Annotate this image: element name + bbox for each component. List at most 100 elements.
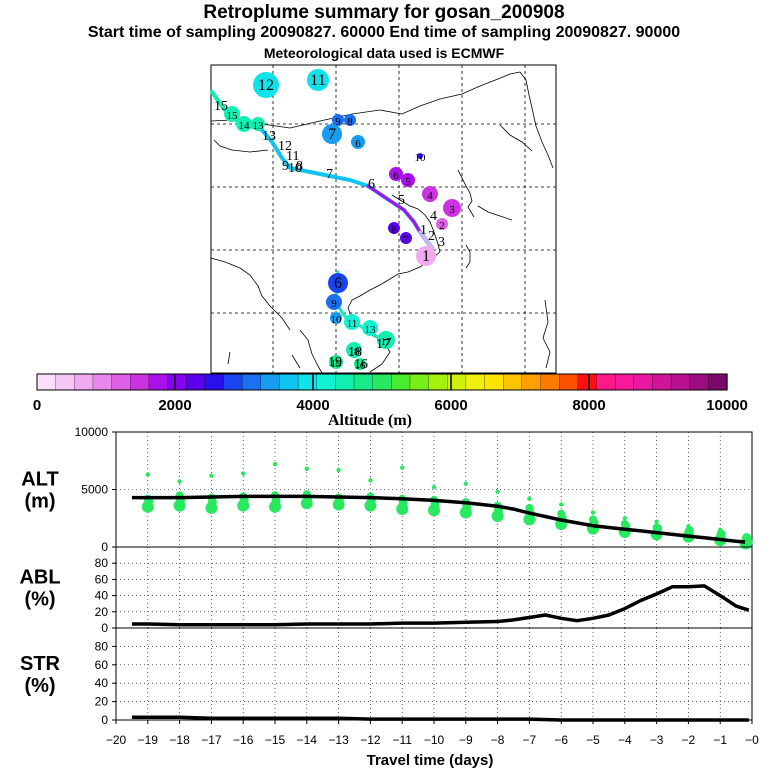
y-tick-label: 5000 bbox=[81, 483, 108, 497]
cluster-marker bbox=[253, 72, 279, 98]
cluster-label: 18 bbox=[349, 346, 361, 358]
y-tick-label: 60 bbox=[95, 572, 109, 586]
cluster-marker bbox=[401, 173, 415, 187]
colorbar-cell bbox=[521, 373, 542, 391]
cluster-label: 3 bbox=[449, 204, 455, 216]
cluster-marker bbox=[346, 342, 362, 358]
altitude-point bbox=[177, 479, 182, 484]
panel-label: STR bbox=[20, 653, 61, 675]
altitude-point bbox=[431, 485, 437, 490]
map-frame bbox=[210, 64, 557, 374]
altitude-point bbox=[589, 515, 597, 524]
cluster-marker bbox=[389, 167, 403, 181]
cluster-label: 10 bbox=[331, 314, 343, 326]
cluster-label: 13 bbox=[253, 120, 265, 132]
colorbar-cell bbox=[316, 373, 337, 391]
colorbar-cell bbox=[36, 373, 57, 391]
altitude-point bbox=[622, 516, 627, 521]
cluster-marker bbox=[251, 117, 265, 131]
series-line bbox=[131, 584, 750, 627]
cluster-label: 6 bbox=[334, 275, 342, 292]
cluster-label: 8 bbox=[391, 224, 397, 236]
altitude-point bbox=[590, 510, 596, 515]
altitude-point bbox=[241, 471, 246, 476]
colorbar-cell bbox=[130, 373, 150, 391]
x-tick-label: −19 bbox=[138, 733, 159, 747]
colorbar-cell bbox=[260, 373, 281, 391]
colorbar-cell bbox=[167, 373, 187, 391]
cluster-label: 11 bbox=[347, 318, 358, 330]
x-axis: −20 −19 −18 −17 −16 −15 −14 −13 −12 −11 −10 −9 −8 −7 −… bbox=[106, 720, 759, 768]
altitude-point bbox=[684, 528, 693, 537]
altitude-point bbox=[272, 462, 278, 467]
x-axis-label: Travel time (days) bbox=[367, 752, 494, 768]
colorbar-cell bbox=[279, 373, 299, 391]
cluster-label: 12 bbox=[258, 77, 274, 94]
colorbar-cell bbox=[447, 373, 467, 391]
colorbar-cell bbox=[204, 373, 225, 391]
x-tick-label: −7 bbox=[523, 733, 537, 747]
panel-unit: (%) bbox=[24, 589, 55, 611]
x-tick-label: −10 bbox=[424, 733, 445, 747]
cluster-label: 7 bbox=[328, 126, 336, 143]
altitude-point bbox=[527, 496, 532, 501]
cluster-label: 14 bbox=[239, 120, 251, 132]
colorbar-cell bbox=[503, 373, 523, 391]
panel-abl: 0 20 40 60 80 ABL(%) bbox=[19, 546, 753, 635]
altitude-point bbox=[716, 531, 725, 540]
cluster-label: 13 bbox=[365, 324, 377, 336]
cluster-marker bbox=[417, 153, 423, 159]
series-line bbox=[131, 494, 749, 545]
cluster-label: 10 bbox=[415, 152, 427, 164]
cluster-label: 1 bbox=[422, 248, 430, 265]
trajectory-label: 10 bbox=[288, 161, 302, 176]
trajectory-label: 5 bbox=[398, 193, 405, 208]
x-tick-label: −6 bbox=[554, 733, 568, 747]
x-tick-label: −14 bbox=[297, 733, 318, 747]
x-tick-label: −9 bbox=[459, 733, 473, 747]
colorbar-cell bbox=[540, 373, 560, 391]
trajectory-label: 19 bbox=[328, 355, 342, 370]
cluster-label: 9 bbox=[335, 116, 341, 128]
sampling-times: Start time of sampling 20090827. 60000 E… bbox=[87, 24, 681, 41]
cluster-marker bbox=[416, 246, 436, 266]
altitude-point bbox=[336, 467, 341, 473]
trajectory-label: 3 bbox=[438, 235, 445, 250]
colorbar-cell bbox=[465, 373, 486, 391]
x-tick-label: −18 bbox=[169, 733, 190, 747]
cluster-marker bbox=[400, 232, 412, 244]
trajectory-label: 12 bbox=[278, 139, 292, 154]
cluster-marker bbox=[436, 218, 448, 230]
x-tick-label: −15 bbox=[265, 733, 286, 747]
colorbar-cell bbox=[241, 373, 262, 391]
cluster-marker bbox=[329, 355, 343, 369]
colorbar-cell bbox=[596, 373, 616, 391]
panel-frame bbox=[115, 627, 753, 721]
y-tick-label: 80 bbox=[95, 639, 109, 653]
cluster-label: 17 bbox=[381, 336, 393, 348]
colorbar-cell bbox=[148, 373, 169, 391]
panel-label: ABL bbox=[19, 567, 60, 589]
cluster-marker bbox=[307, 69, 329, 91]
cluster-label: 16 bbox=[355, 360, 367, 372]
cluster-label: 19 bbox=[331, 358, 343, 370]
altitude-point bbox=[686, 524, 691, 529]
colorbar-cell bbox=[708, 373, 728, 391]
altitude-point bbox=[304, 466, 309, 471]
x-tick-label: −5 bbox=[586, 733, 600, 747]
cluster-marker bbox=[332, 114, 344, 126]
cluster-marker bbox=[322, 124, 342, 144]
colorbar-cell bbox=[652, 373, 672, 391]
cluster-label: 4 bbox=[427, 190, 433, 202]
colorbar-cell bbox=[428, 373, 448, 391]
colorbar-cell bbox=[111, 373, 131, 391]
colorbar-cell bbox=[372, 373, 392, 391]
x-tick-label: −0 bbox=[745, 733, 759, 747]
cluster-marker bbox=[224, 106, 240, 122]
cluster-marker bbox=[422, 186, 438, 202]
x-tick-label: −3 bbox=[650, 733, 664, 747]
cluster-label: 6 bbox=[355, 138, 361, 150]
altitude-point bbox=[525, 503, 534, 512]
